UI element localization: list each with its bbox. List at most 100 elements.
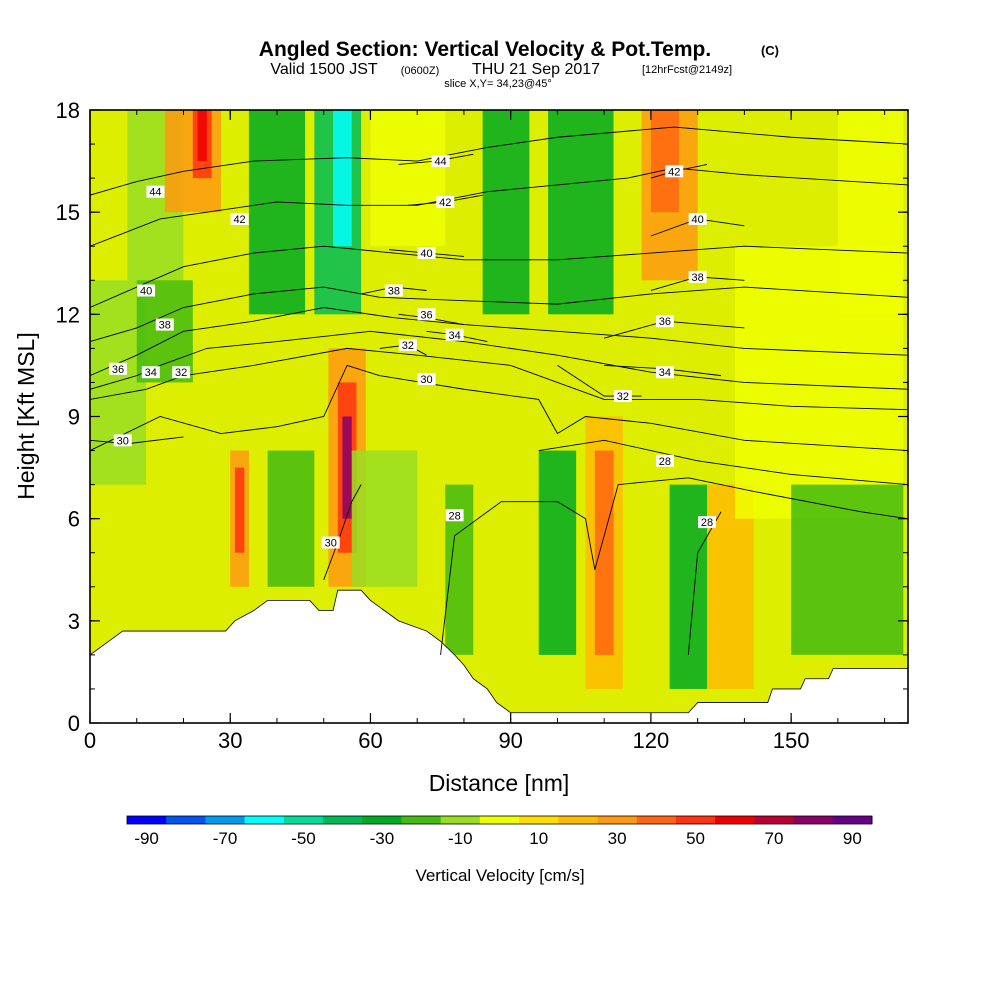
y-tick-label: 9 (68, 405, 80, 430)
colorbar-frame (126, 815, 873, 825)
contour-label-bg (155, 318, 174, 331)
y-tick-label: 12 (56, 302, 80, 327)
colorbar-swatch (754, 816, 795, 824)
valid-date: THU 21 Sep 2017 (472, 61, 600, 78)
colorbar-tick-label: 50 (686, 829, 705, 848)
theta-contour-line (90, 286, 908, 343)
velocity-cell (538, 450, 577, 655)
colorbar-swatch (675, 816, 716, 824)
contour-label: 44 (149, 187, 161, 199)
x-tick-label: 60 (358, 728, 382, 753)
contour-label: 38 (388, 285, 400, 297)
velocity-cell (267, 450, 315, 587)
contour-label-bg (417, 308, 436, 321)
colorbar-swatch (558, 816, 599, 824)
colorbar-swatch (519, 816, 559, 824)
colorbar-swatch (636, 816, 677, 824)
contour-label: 36 (659, 316, 671, 328)
contour-label: 42 (233, 214, 245, 226)
y-tick-label: 15 (56, 200, 80, 225)
velocity-cell (333, 110, 352, 247)
contour-label: 30 (325, 538, 337, 550)
valid-utc: (0600Z) (401, 65, 440, 77)
velocity-cell (234, 467, 245, 553)
colorbar-swatch (401, 816, 442, 824)
contour-label-bg (384, 284, 403, 297)
theta-contour-line (323, 484, 362, 581)
velocity-cell (482, 110, 530, 315)
colorbar-swatch (127, 816, 167, 824)
forecast-info: [12hrFcst@2149z] (642, 64, 732, 76)
contour-label-bg (655, 366, 674, 379)
contour-label-bg (445, 328, 464, 341)
contour-label-bg (655, 315, 674, 328)
colorbar-swatch (362, 816, 402, 824)
chart-title-unit: (C) (761, 43, 779, 58)
velocity-cell (791, 484, 904, 655)
velocity-cell (650, 110, 679, 213)
contour-label-bg (436, 195, 455, 208)
theta-contour-line (538, 439, 908, 486)
contour-label-bg (172, 366, 191, 379)
contour-label-bg (431, 155, 450, 168)
colorbar-swatch (283, 816, 324, 824)
contour-label-bg (655, 454, 674, 467)
y-tick-label: 18 (56, 98, 80, 123)
contour-label: 36 (112, 364, 124, 376)
theta-contour-line (440, 477, 908, 655)
velocity-cell (342, 416, 352, 519)
contour-label: 38 (692, 272, 704, 284)
chart-title: Angled Section: Vertical Velocity & Pot.… (259, 38, 711, 61)
x-axis-label: Distance [nm] (429, 770, 570, 796)
contour-label: 28 (448, 510, 460, 522)
contour-label: 28 (659, 456, 671, 468)
contour-label: 30 (420, 374, 432, 386)
velocity-cell (669, 484, 708, 689)
colorbar-tick-label: -10 (448, 829, 473, 848)
contour-label: 32 (617, 391, 629, 403)
velocity-cell (197, 110, 207, 162)
x-tick-label: 30 (218, 728, 242, 753)
colorbar-tick-label: 90 (843, 829, 862, 848)
contour-label-bg (613, 390, 632, 403)
colorbar-swatch (323, 816, 363, 824)
x-axis: 0 30 60 90 120 150 (84, 110, 886, 753)
contour-label-bg (146, 185, 165, 198)
contour-label-bg (698, 516, 717, 529)
contour-label: 34 (659, 367, 671, 379)
colorbar-swatch (205, 816, 246, 824)
velocity-cell (351, 450, 418, 587)
valid-prefix: Valid 1500 JST (270, 61, 378, 78)
contour-label-bg (141, 366, 160, 379)
contour-label: 28 (701, 517, 713, 529)
x-tick-label: 0 (84, 728, 96, 753)
contour-label-bg (113, 434, 132, 447)
contour-label: 40 (692, 214, 704, 226)
theta-contour-line (90, 126, 908, 196)
colorbar-tick-label: -90 (134, 829, 159, 848)
velocity-cell (548, 110, 614, 315)
y-tick-label: 0 (68, 711, 80, 736)
contour-label: 32 (175, 367, 187, 379)
colorbar-swatch (597, 816, 638, 824)
contour-label-bg (665, 165, 684, 178)
contour-label-bg (230, 212, 249, 225)
contour-label: 36 (420, 309, 432, 321)
contour-label: 30 (117, 435, 129, 447)
colorbar-tick-label: -30 (370, 829, 395, 848)
contour-label: 40 (140, 285, 152, 297)
contour-label: 42 (668, 166, 680, 178)
contour-label-bg (109, 362, 128, 375)
contour-label-bg (688, 212, 707, 225)
contour-label-bg (137, 284, 156, 297)
velocity-cell (594, 450, 614, 655)
contour-label-bg (445, 509, 464, 522)
y-tick-label: 3 (68, 609, 80, 634)
contour-label: 34 (448, 330, 460, 342)
velocity-cell (248, 110, 306, 315)
contour-label: 44 (434, 156, 446, 168)
theta-contour-line (90, 347, 908, 411)
contour-label: 38 (159, 320, 171, 332)
contour-label-bg (417, 247, 436, 260)
